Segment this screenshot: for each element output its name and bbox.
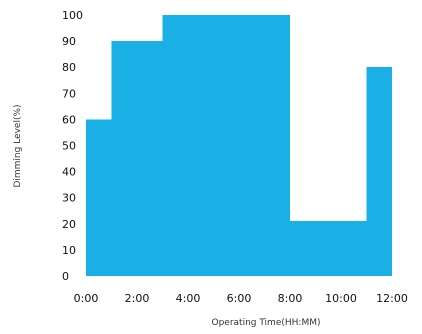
x-tick-label-6: 12:00	[376, 292, 408, 305]
x-tick-label-3: 6:00	[227, 292, 252, 305]
y-tick-label-1: 10	[62, 244, 76, 257]
x-tick-label-2: 4:00	[176, 292, 201, 305]
x-tick-label-4: 8:00	[278, 292, 303, 305]
y-tick-label-5: 50	[62, 140, 76, 153]
y-tick-label-4: 40	[62, 166, 76, 179]
series-0-step-0	[86, 119, 112, 277]
y-tick-label-8: 80	[62, 61, 76, 74]
x-tick-label-1: 2:00	[125, 292, 150, 305]
plot-area	[86, 15, 392, 277]
y-axis-tick-labels: 0 10 20 30 40 50 60 70 80 90 100	[62, 9, 83, 283]
series-0-step-2	[162, 15, 290, 276]
y-tick-label-6: 60	[62, 113, 76, 126]
y-tick-label-2: 20	[62, 218, 76, 231]
series-0-step-1	[111, 41, 163, 276]
x-tick-label-5: 10:00	[325, 292, 357, 305]
y-axis-title: Dimming Level(%)	[13, 104, 23, 187]
y-tick-label-10: 100	[62, 9, 83, 22]
series-0-step-3	[290, 221, 367, 276]
y-tick-label-3: 30	[62, 192, 76, 205]
y-tick-label-9: 90	[62, 35, 76, 48]
x-tick-label-0: 0:00	[74, 292, 99, 305]
x-axis-title: Operating Time(HH:MM)	[211, 318, 320, 328]
y-tick-label-7: 70	[62, 87, 76, 100]
y-tick-label-0: 0	[62, 270, 69, 283]
series-0-step-4	[366, 67, 392, 276]
x-axis-tick-labels: 0:00 2:00 4:00 6:00 8:00 10:00 12:00	[74, 292, 408, 305]
